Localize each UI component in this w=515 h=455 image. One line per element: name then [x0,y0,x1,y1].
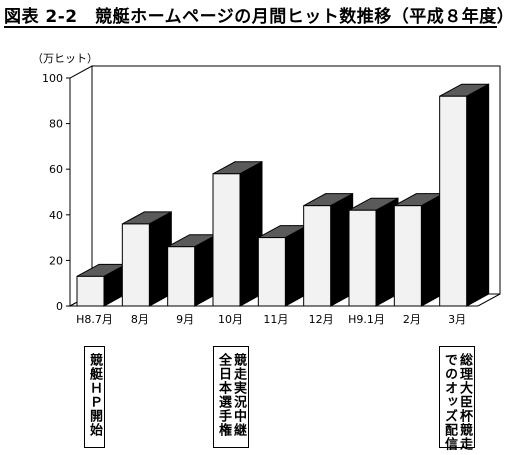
y-tick-label: 40 [49,209,63,222]
x-tick-label: H9.1月 [348,313,385,326]
bar-front [121,223,150,307]
x-tick-labels: H8.7月 8月 9月 10月 11月 12月 H9.1月 2月 3月 [76,313,466,326]
y-tick-label: 0 [56,300,63,313]
bar [257,224,308,307]
bar [393,192,444,307]
y-tick-label: 100 [42,72,63,85]
x-tick-label: 9月 [176,313,194,326]
bar-front [76,275,105,307]
x-tick-label: 12月 [309,313,334,326]
bar-front [257,237,286,307]
bar [212,160,263,307]
bar-front [167,246,196,307]
x-tick-label: 2月 [403,313,421,326]
y-tick-label: 80 [49,118,63,131]
figure-title: 図表 2-2 競艇ホームページの月間ヒット数推移（平成８年度） [4,7,515,27]
x-tick-label: 8月 [131,313,149,326]
bar-front [393,205,422,307]
bar [439,83,490,307]
y-tick-labels: 0 20 40 60 80 100 [42,72,63,313]
bar [121,211,172,307]
bar-front [439,95,468,307]
bar-front [212,173,241,307]
x-tick-label: 11月 [263,313,288,326]
bar-front [348,209,377,307]
x-tick-label: 3月 [448,313,466,326]
y-unit-label: （万ヒット） [32,52,98,65]
annotation-box: 総理大臣杯競走 でのオッズ配信 [439,346,475,451]
chart-bars [76,83,490,307]
bar-side [466,83,490,307]
annotation-box: 競走実況中継 全日本選手権 [213,346,249,448]
annotation-box: 競艇ＨＰ開始 [84,346,105,448]
y-tick-label: 20 [49,254,63,267]
bar-front [303,205,332,307]
title-underline [4,26,497,28]
x-tick-label: 10月 [218,313,243,326]
y-tick-label: 60 [49,163,63,176]
bar [303,192,354,307]
bar [167,233,218,307]
x-tick-label: H8.7月 [76,313,113,326]
bar [348,197,399,307]
